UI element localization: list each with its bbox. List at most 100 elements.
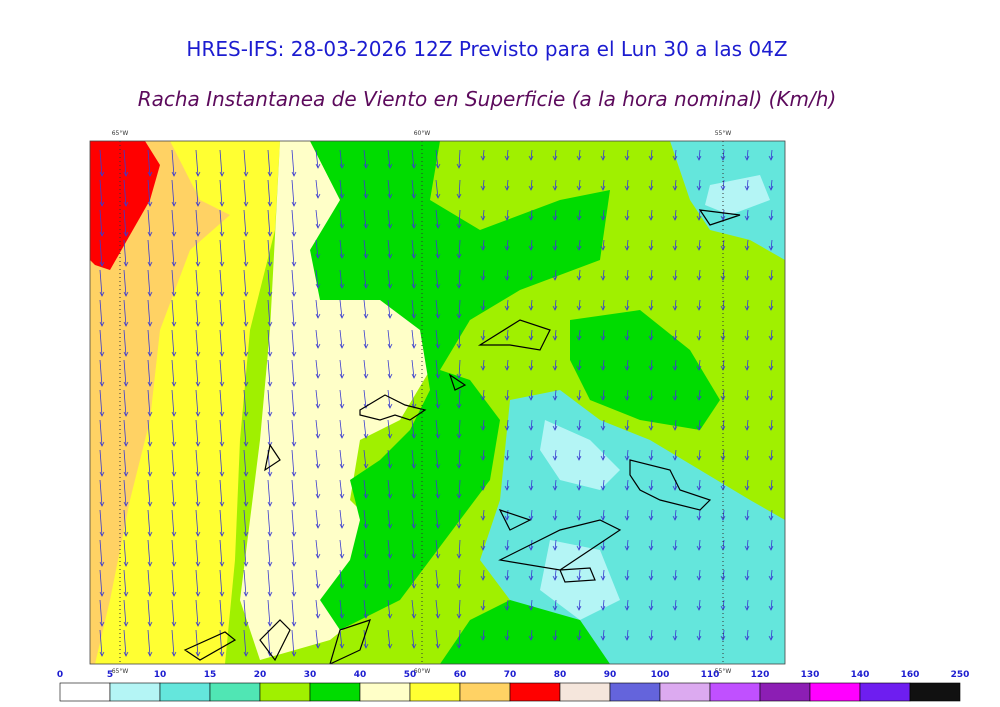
wind-arrow [746, 359, 749, 371]
wind-arrow [123, 479, 127, 507]
wind-arrow [243, 329, 247, 357]
wind-arrow [171, 569, 175, 597]
wind-arrow [578, 329, 581, 341]
wind-arrowhead [99, 231, 105, 237]
wind-arrowhead [504, 605, 510, 611]
wind-arrowhead [435, 583, 441, 589]
wind-arrow [602, 449, 605, 461]
wind-arrow [243, 509, 247, 537]
wind-arrowhead [387, 403, 393, 409]
wind-arrowhead [624, 545, 630, 551]
wind-arrow [602, 299, 605, 311]
wind-arrow [315, 299, 319, 319]
colorbar-swatch [359, 682, 411, 702]
wind-arrowhead [267, 291, 273, 297]
wind-arrowhead [696, 485, 702, 491]
wind-arrow [602, 539, 605, 551]
wind-arrowhead [387, 163, 393, 169]
wind-arrow [315, 599, 319, 619]
wind-arrowhead [456, 283, 462, 289]
colorbar-swatch [609, 682, 661, 702]
wind-arrowhead [411, 553, 417, 559]
wind-arrow [674, 329, 677, 341]
wind-arrow [291, 209, 295, 237]
wind-arrowhead [504, 575, 510, 581]
wind-arrow [530, 539, 533, 551]
wind-arrowhead [552, 605, 558, 611]
wind-arrowhead [243, 471, 249, 477]
wind-arrowhead [363, 643, 369, 649]
wind-arrow [746, 539, 749, 551]
wind-arrowhead [195, 651, 201, 657]
wind-arrow [554, 449, 557, 461]
wind-arrowhead [387, 583, 393, 589]
wind-arrowhead [552, 305, 558, 311]
wind-arrow [315, 149, 319, 169]
wind-arrowhead [552, 425, 558, 431]
wind-arrow [650, 599, 653, 611]
wind-arrowhead [243, 531, 249, 537]
wind-arrow [435, 509, 439, 529]
wind-arrow [315, 179, 319, 199]
wind-arrowhead [267, 171, 273, 177]
wind-arrow [626, 419, 629, 431]
wind-arrowhead [504, 515, 510, 521]
wind-arrow [698, 179, 701, 191]
wind-arrowhead [552, 485, 558, 491]
wind-arrow [506, 329, 509, 341]
wind-arrow [674, 359, 677, 371]
wind-arrow [722, 149, 725, 161]
wind-arrow [578, 509, 581, 521]
wind-arrow [99, 149, 103, 177]
wind-arrowhead [243, 291, 249, 297]
wind-arrow [698, 359, 701, 371]
wind-arrow [195, 569, 199, 597]
wind-arrow [99, 359, 103, 387]
wind-arrowhead [528, 275, 534, 281]
wind-arrow [147, 419, 151, 447]
wind-arrow [554, 539, 557, 551]
wind-arrow [147, 269, 151, 297]
wind-arrow [578, 599, 581, 611]
wind-arrowhead [267, 231, 273, 237]
wind-arrowhead [219, 291, 225, 297]
wind-arrowhead [504, 305, 510, 311]
wind-arrowhead [600, 365, 606, 371]
wind-arrow [746, 269, 749, 281]
wind-arrow [626, 479, 629, 491]
wind-arrowhead [744, 485, 750, 491]
wind-arrow [722, 629, 725, 641]
wind-arrowhead [195, 471, 201, 477]
wind-arrow [99, 569, 103, 597]
wind-arrowhead [480, 455, 486, 461]
wind-arrowhead [504, 455, 510, 461]
wind-arrowhead [363, 493, 369, 499]
coastline [183, 209, 741, 664]
wind-arrowhead [363, 433, 369, 439]
wind-arrow [123, 419, 127, 447]
wind-arrowhead [600, 275, 606, 281]
wind-arrow [722, 389, 725, 401]
wind-arrow [171, 389, 175, 417]
wind-arrowhead [267, 321, 273, 327]
wind-arrow [770, 449, 773, 461]
wind-arrowhead [171, 561, 177, 567]
wind-arrow [770, 389, 773, 401]
wind-arrowhead [435, 163, 441, 169]
wind-arrow [99, 389, 103, 417]
wind-arrowhead [147, 621, 153, 627]
wind-arrow [387, 509, 391, 529]
wind-arrow [315, 629, 319, 649]
colorbar-label: 15 [204, 670, 217, 680]
wind-arrow [435, 149, 439, 169]
wind-arrow [482, 329, 485, 341]
wind-arrowhead [171, 381, 177, 387]
wind-arrowhead [171, 201, 177, 207]
wind-arrowhead [411, 193, 417, 199]
wind-arrowhead [99, 531, 105, 537]
wind-arrow [99, 539, 103, 567]
wind-arrow [387, 629, 391, 649]
wind-arrowhead [171, 621, 177, 627]
wind-arrowhead [267, 651, 273, 657]
colorbar-label: 5 [107, 670, 113, 680]
